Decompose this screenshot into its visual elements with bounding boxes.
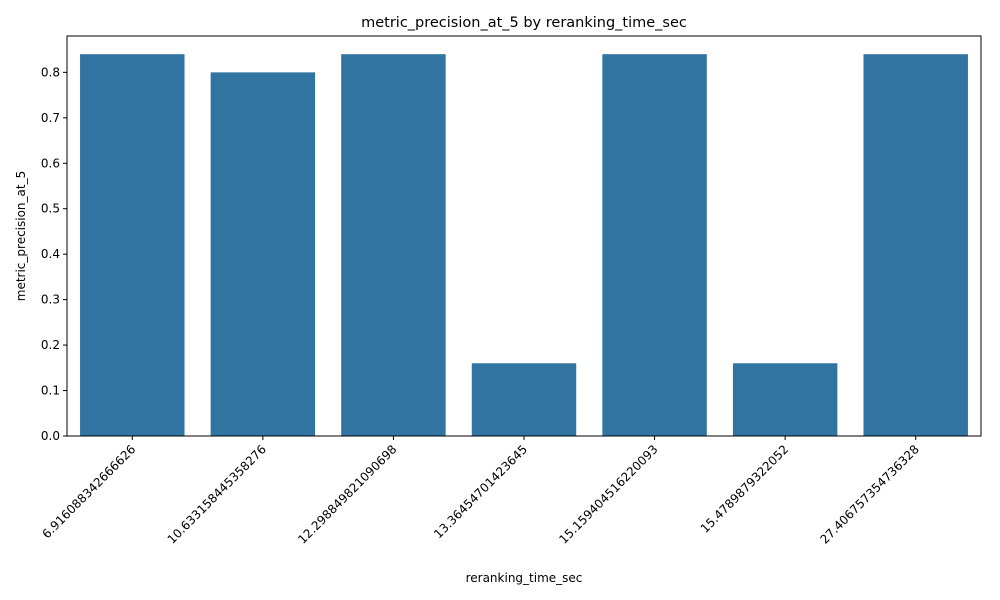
bar-1 [210,72,316,436]
x-tick-label-2: 12.29884982109069​8 [295,442,399,546]
bars-group [80,54,968,436]
plot-frame [66,35,982,437]
y-axis: 0.0 0.1 0.2 0.3 0.4 0.5 0.6 0.7 0.8 [41,65,67,443]
y-tick-label-8: 0.8 [41,65,60,79]
y-tick-label-6: 0.6 [41,156,60,170]
y-tick-label-4: 0.4 [41,247,60,261]
x-tick-label-0: 6.916088342666626 [39,442,138,541]
x-tick-label-6: 27.40675735473632​8 [817,442,921,546]
x-axis: 6.916088342666626 10.63315844535827​6 12.2… [39,436,922,547]
bar-0 [80,54,185,436]
bar-5 [732,363,838,436]
bar-4 [602,54,707,436]
chart-title: metric_precision_at_5 by reranking_time_… [361,15,687,31]
y-tick-label-1: 0.1 [41,384,60,398]
y-tick-label-7: 0.7 [41,111,60,125]
bar-2 [341,54,446,436]
x-tick-label-1: 10.63315844535827​6 [165,442,269,546]
y-tick-label-5: 0.5 [41,202,60,216]
y-tick-label-3: 0.3 [41,293,60,307]
bar-3 [471,363,577,436]
x-tick-label-4: 15.15940451622009​3 [556,442,660,546]
y-tick-label-0: 0.0 [41,429,60,443]
y-axis-label: metric_precision_at_5 [14,171,28,301]
x-tick-label-5: 15.4789879322052 [698,442,792,536]
bar-6 [863,54,968,436]
x-axis-label: reranking_time_sec [466,571,583,585]
y-tick-label-2: 0.2 [41,338,60,352]
x-tick-label-3: 13.3645470142364​5 [431,442,530,541]
